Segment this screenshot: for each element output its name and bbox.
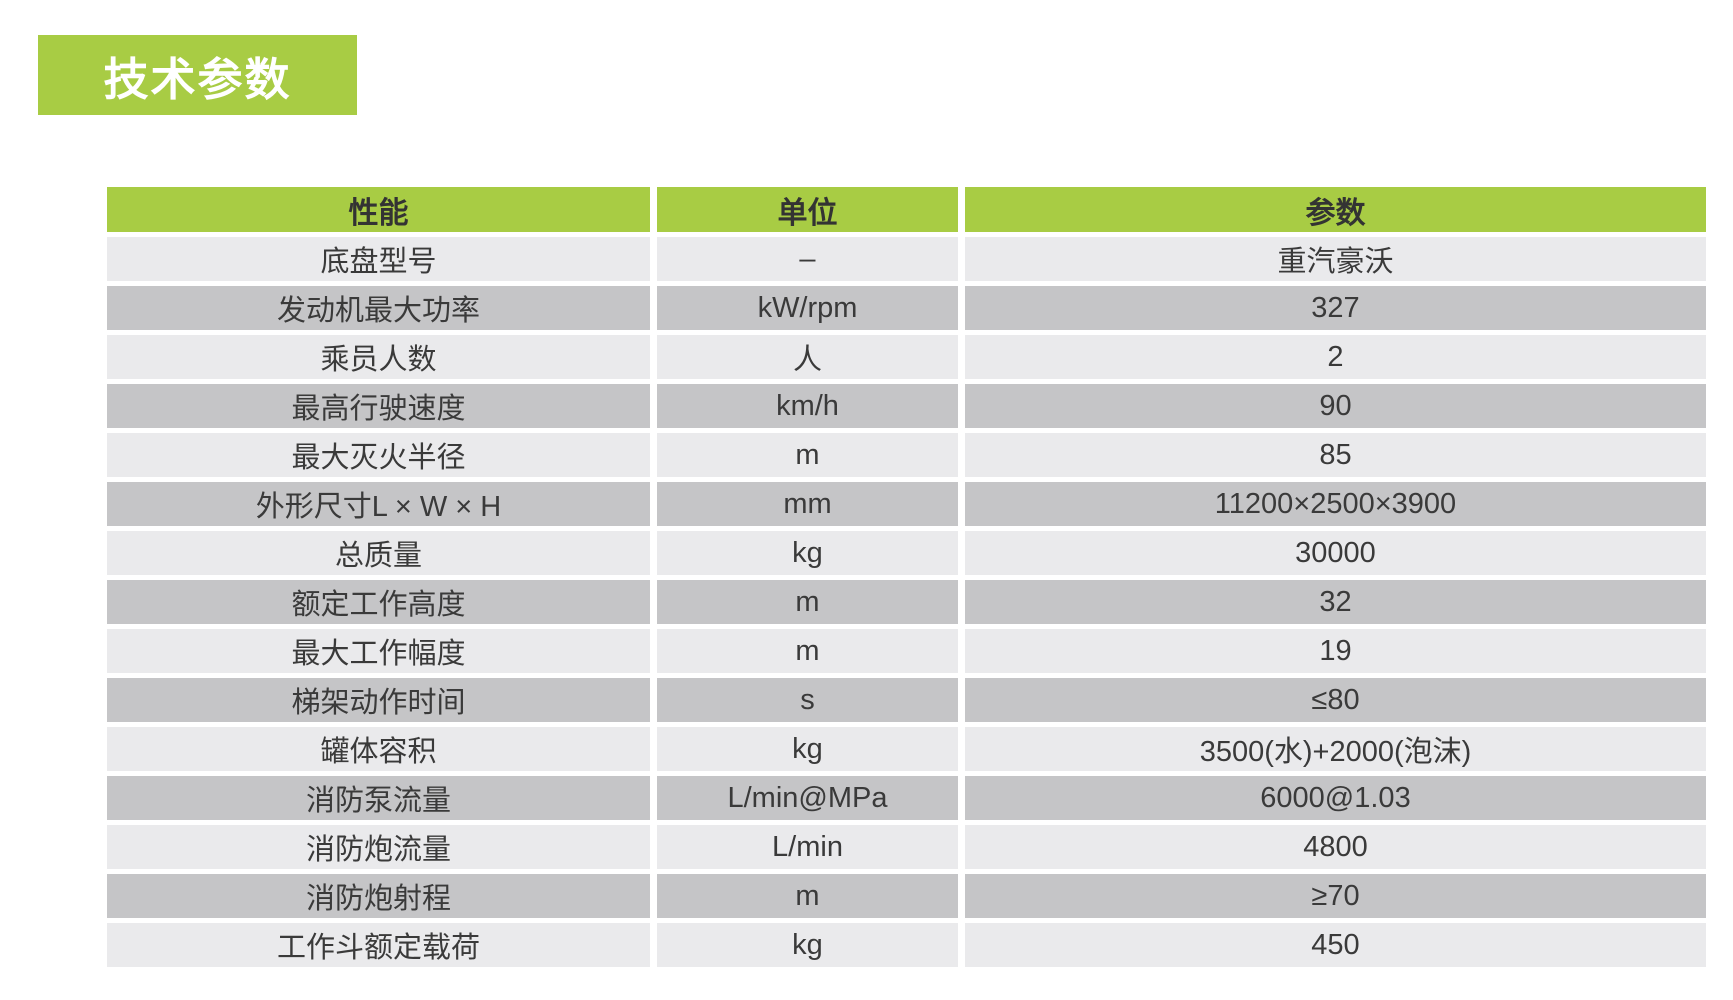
table-cell-unit: m <box>657 874 958 918</box>
table-cell-value: 11200×2500×3900 <box>965 482 1706 526</box>
table-cell-value: 327 <box>965 286 1706 330</box>
table-cell-value: 3500(水)+2000(泡沫) <box>965 727 1706 771</box>
table-cell-unit: L/min <box>657 825 958 869</box>
table-cell-value: 90 <box>965 384 1706 428</box>
table-cell-unit: m <box>657 629 958 673</box>
table-cell-value: 重汽豪沃 <box>965 237 1706 281</box>
table-cell-value: ≤80 <box>965 678 1706 722</box>
table-cell-property: 罐体容积 <box>107 727 650 771</box>
table-cell-unit: – <box>657 237 958 281</box>
table-cell-property: 外形尺寸L × W × H <box>107 482 650 526</box>
table-cell-unit: mm <box>657 482 958 526</box>
table-cell-property: 消防炮流量 <box>107 825 650 869</box>
table-cell-property: 总质量 <box>107 531 650 575</box>
table-cell-unit: L/min@MPa <box>657 776 958 820</box>
table-cell-property: 乘员人数 <box>107 335 650 379</box>
table-cell-unit: 人 <box>657 335 958 379</box>
col-header-value: 参数 <box>965 187 1706 232</box>
table-cell-unit: km/h <box>657 384 958 428</box>
table-cell-property: 消防炮射程 <box>107 874 650 918</box>
table-cell-value: 32 <box>965 580 1706 624</box>
spec-table: 性能 单位 参数 底盘型号 – 重汽豪沃发动机最大功率 kW/rpm 327 乘员人数人 2… <box>107 187 1706 967</box>
table-cell-unit: m <box>657 580 958 624</box>
table-cell-property: 消防泵流量 <box>107 776 650 820</box>
table-cell-unit: kg <box>657 923 958 967</box>
table-cell-property: 工作斗额定载荷 <box>107 923 650 967</box>
table-cell-property: 最高行驶速度 <box>107 384 650 428</box>
table-cell-property: 最大工作幅度 <box>107 629 650 673</box>
table-cell-value: 30000 <box>965 531 1706 575</box>
table-cell-unit: kg <box>657 531 958 575</box>
table-cell-property: 底盘型号 <box>107 237 650 281</box>
col-header-unit: 单位 <box>657 187 958 232</box>
table-cell-property: 最大灭火半径 <box>107 433 650 477</box>
table-cell-property: 梯架动作时间 <box>107 678 650 722</box>
table-cell-value: 450 <box>965 923 1706 967</box>
page-title: 技术参数 <box>38 35 357 115</box>
table-cell-property: 发动机最大功率 <box>107 286 650 330</box>
table-cell-unit: kW/rpm <box>657 286 958 330</box>
table-cell-value: 2 <box>965 335 1706 379</box>
table-cell-unit: kg <box>657 727 958 771</box>
table-cell-unit: s <box>657 678 958 722</box>
table-cell-value: 19 <box>965 629 1706 673</box>
col-header-property: 性能 <box>107 187 650 232</box>
table-cell-unit: m <box>657 433 958 477</box>
table-cell-value: 85 <box>965 433 1706 477</box>
table-cell-value: 6000@1.03 <box>965 776 1706 820</box>
table-cell-value: 4800 <box>965 825 1706 869</box>
table-cell-value: ≥70 <box>965 874 1706 918</box>
table-cell-property: 额定工作高度 <box>107 580 650 624</box>
